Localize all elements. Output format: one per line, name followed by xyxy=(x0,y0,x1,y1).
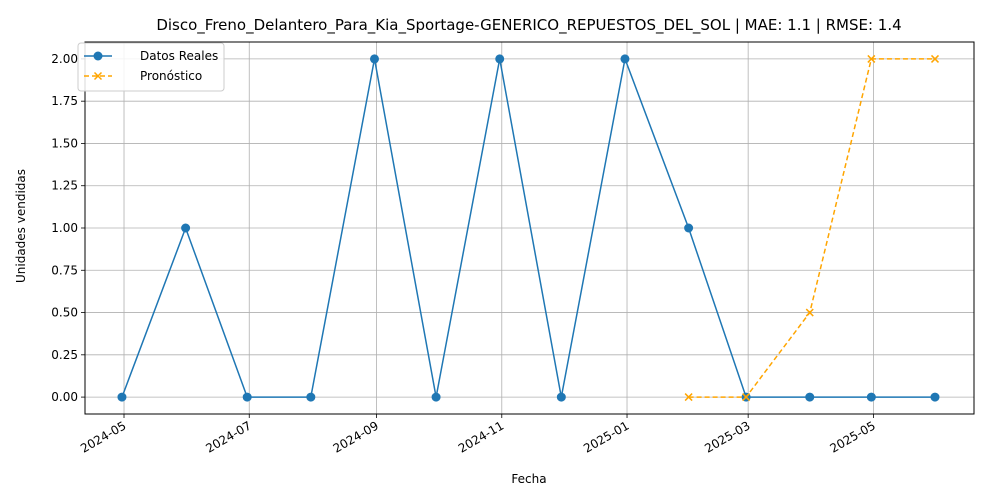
y-tick-label: 2.00 xyxy=(51,52,78,66)
y-tick-label: 1.25 xyxy=(51,179,78,193)
grid-lines xyxy=(85,42,974,414)
data-point xyxy=(495,54,505,64)
data-point xyxy=(866,392,876,402)
legend-marker-pronostico xyxy=(93,71,103,81)
data-point xyxy=(742,393,751,402)
chart-title: Disco_Freno_Delantero_Para_Kia_Sportage-… xyxy=(156,16,901,35)
y-tick-label: 0.25 xyxy=(51,348,78,362)
legend-box xyxy=(77,42,225,92)
data-point xyxy=(117,392,127,402)
y-tick-label: 1.50 xyxy=(51,136,78,150)
legend-marker-datos-reales xyxy=(93,51,103,61)
series-pronostico xyxy=(684,54,940,402)
data-point xyxy=(620,54,630,64)
data-point xyxy=(369,54,379,64)
y-tick-label: 1.75 xyxy=(51,94,78,108)
y-tick-label: 0.75 xyxy=(51,263,78,277)
legend-label-pronostico: Pronóstico xyxy=(140,69,202,83)
legend-label-datos-reales: Datos Reales xyxy=(140,49,218,63)
y-tick-label: 1.00 xyxy=(51,221,78,235)
series-layer xyxy=(117,54,940,402)
data-point xyxy=(684,393,693,402)
legend: Datos Reales Pronóstico xyxy=(77,42,225,92)
data-point xyxy=(867,54,876,63)
data-point xyxy=(684,223,694,233)
data-point xyxy=(930,54,940,63)
data-point xyxy=(242,392,252,402)
data-point xyxy=(805,392,815,402)
data-point xyxy=(805,308,814,317)
series-line xyxy=(121,56,935,398)
data-point xyxy=(930,392,940,402)
data-point xyxy=(556,392,566,402)
y-tick-label: 0.50 xyxy=(51,306,78,320)
y-tick-label: 0.00 xyxy=(51,390,78,404)
data-point xyxy=(181,223,191,233)
data-point xyxy=(306,392,316,402)
x-axis-label: Fecha xyxy=(511,472,546,486)
y-axis-label: Unidades vendidas xyxy=(14,169,28,283)
data-point xyxy=(431,392,441,402)
y-axis: 0.00 0.25 0.50 0.75 1.00 1.25 1.50 1.75 2.00 xyxy=(51,52,85,404)
